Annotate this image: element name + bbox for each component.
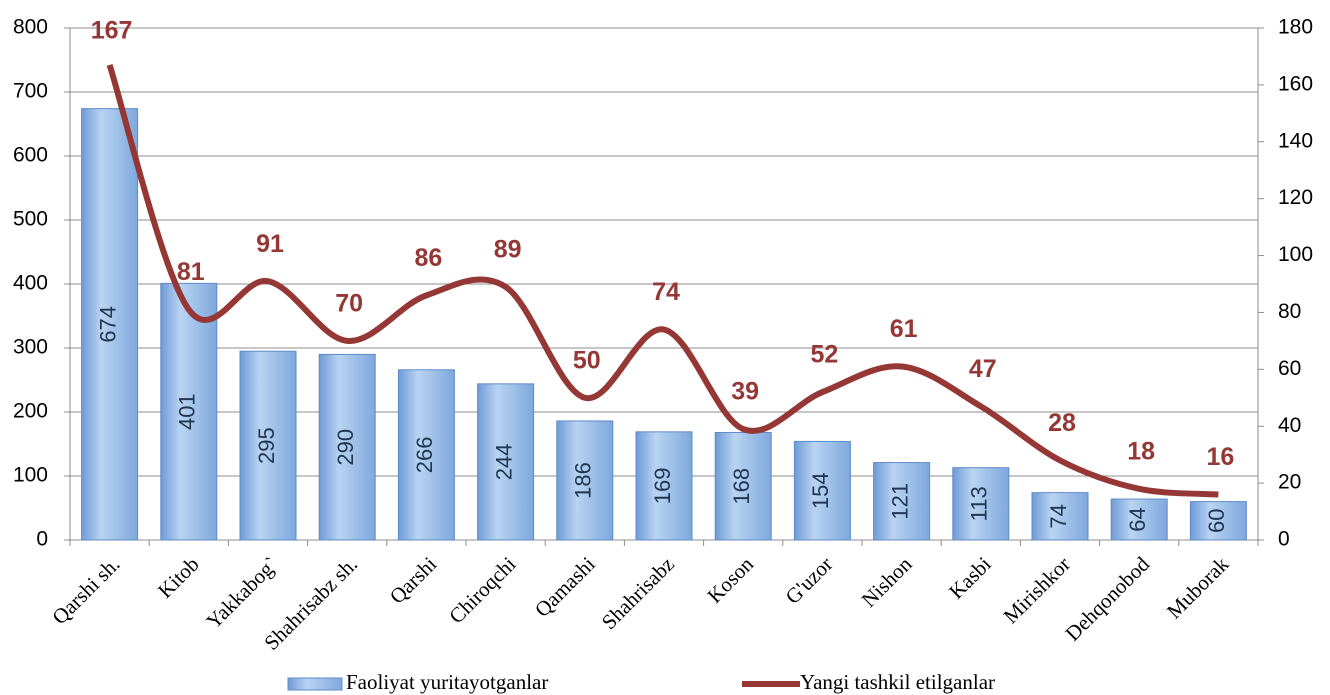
bar <box>1189 501 1247 541</box>
y-tick-label: 500 <box>13 208 48 231</box>
y2-tick-label: 80 <box>1278 300 1301 323</box>
x-tick-label: Muborak <box>1162 552 1234 624</box>
line-value-label: 74 <box>652 278 680 306</box>
y-tick-label: 700 <box>13 80 48 103</box>
x-tick-label: Chiroqchi <box>444 552 520 628</box>
bar-value-label: 113 <box>967 486 992 521</box>
bar-value-label: 674 <box>95 306 120 343</box>
line-value-label: 81 <box>177 258 205 286</box>
line-value-label: 61 <box>890 315 918 343</box>
y2-tick-label: 60 <box>1278 357 1301 380</box>
y2-tick-label: 0 <box>1278 528 1290 551</box>
line-value-label: 47 <box>969 355 997 383</box>
bar <box>1110 498 1168 541</box>
line-value-label: 50 <box>573 346 601 374</box>
legend-label: Yangi tashkil etilganlar <box>800 670 995 694</box>
bar <box>318 353 376 541</box>
bar-value-label: 290 <box>333 429 358 466</box>
y-tick-label: 0 <box>36 528 48 551</box>
bar-value-label: 74 <box>1046 504 1071 528</box>
line <box>106 64 1219 498</box>
bar <box>160 282 218 541</box>
line-value-label: 89 <box>494 235 522 263</box>
line-value-label: 28 <box>1048 409 1076 437</box>
bar-value-label: 186 <box>571 462 596 499</box>
bar-value-label: 401 <box>175 393 200 430</box>
line-value-label: 52 <box>810 341 838 369</box>
bar-value-label: 169 <box>650 468 675 505</box>
bar-value-label: 121 <box>887 483 912 520</box>
y2-tick-label: 160 <box>1278 72 1313 95</box>
bar <box>477 383 535 541</box>
bar-value-label: 154 <box>808 472 833 509</box>
y-tick-label: 200 <box>13 400 48 423</box>
bar <box>239 350 297 541</box>
bar <box>635 431 693 541</box>
x-tick-label: Nishon <box>857 552 917 612</box>
bar <box>1031 492 1089 541</box>
line-value-label: 167 <box>91 17 133 45</box>
line-value-label: 39 <box>731 378 759 406</box>
y-tick-label: 400 <box>13 272 48 295</box>
y2-tick-label: 100 <box>1278 243 1313 266</box>
bar <box>873 462 931 541</box>
line-value-label: 70 <box>335 289 363 317</box>
bar <box>397 369 455 541</box>
bar-value-label: 244 <box>491 444 516 481</box>
y2-tick-label: 120 <box>1278 186 1313 209</box>
bar <box>714 431 772 541</box>
bar-value-label: 64 <box>1125 507 1150 531</box>
x-tick-label: Qamashi <box>530 552 600 622</box>
legend-label: Faoliyat yuritayotganlar <box>346 670 548 694</box>
x-tick-label: Mirishkor <box>999 552 1075 628</box>
bar-value-label: 295 <box>254 427 279 464</box>
y2-tick-label: 20 <box>1278 471 1301 494</box>
bar-value-label: 168 <box>729 468 754 505</box>
y-tick-label: 100 <box>13 464 48 487</box>
x-tick-label: Kasbi <box>944 552 996 604</box>
y2-tick-label: 180 <box>1278 16 1313 39</box>
legend-swatch <box>287 677 343 691</box>
x-tick-label: G'uzor <box>781 552 838 609</box>
x-tick-label: Yakkabog` <box>201 552 282 633</box>
bar <box>81 108 139 541</box>
bar-value-label: 60 <box>1204 509 1229 533</box>
line-value-label: 86 <box>414 244 442 272</box>
y2-tick-label: 140 <box>1278 129 1313 152</box>
x-tick-label: Qarshi sh. <box>47 552 124 629</box>
line-value-label: 16 <box>1206 443 1234 471</box>
y-tick-label: 800 <box>13 16 48 39</box>
x-tick-label: Dehqonobod <box>1060 552 1154 646</box>
y-tick-label: 300 <box>13 336 48 359</box>
y-tick-label: 600 <box>13 144 48 167</box>
x-tick-label: Shahrisabz <box>597 552 679 634</box>
y2-tick-label: 40 <box>1278 414 1301 437</box>
bar <box>793 440 851 541</box>
bar <box>952 467 1010 541</box>
bar <box>556 420 614 541</box>
x-tick-label: Kitob <box>153 552 204 603</box>
bar-value-label: 266 <box>412 437 437 474</box>
x-tick-label: Koson <box>702 552 758 608</box>
line-value-label: 18 <box>1127 437 1155 465</box>
line-value-label: 91 <box>256 230 284 258</box>
x-tick-label: Qarshi <box>385 552 442 609</box>
